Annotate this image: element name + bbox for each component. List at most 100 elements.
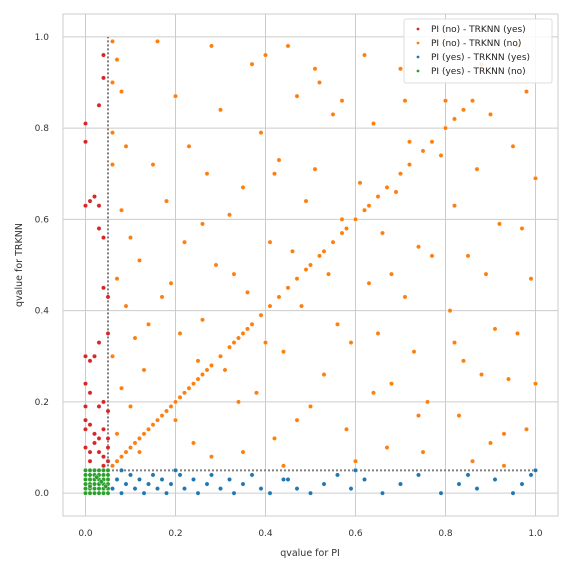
data-point [146,481,151,487]
data-point [92,440,97,446]
data-point [227,344,232,350]
data-point [371,390,376,396]
data-point [501,431,507,437]
data-point [110,130,115,136]
data-point [83,139,88,145]
data-point [101,52,106,58]
data-point [123,481,129,487]
data-point [488,440,493,446]
data-point [294,276,300,282]
data-point [258,312,264,318]
data-point [195,490,201,496]
data-point [168,280,174,286]
data-point [119,467,124,473]
data-point [416,472,421,478]
data-point [249,472,255,478]
data-point [492,477,498,482]
data-point [87,449,93,455]
data-point [317,80,322,85]
data-point [128,472,133,478]
data-point [173,417,178,423]
data-point [510,490,516,496]
data-point [83,472,88,478]
data-point [83,353,88,359]
data-point [218,353,223,359]
legend: PI (no) - TRKNN (yes) PI (no) - TRKNN (n… [403,18,553,84]
data-point [119,89,124,94]
data-point [294,417,300,423]
data-point [218,486,223,492]
data-point [191,477,196,482]
data-point [119,454,124,460]
data-point [276,157,282,163]
data-point [236,335,241,341]
data-point [195,376,201,382]
data-point [141,490,147,496]
data-point [87,467,93,473]
data-point [92,486,97,492]
data-point [123,449,129,455]
data-point [362,52,367,58]
data-point [164,198,169,204]
threshold-lines [107,36,536,472]
y-tick-label: 0.2 [35,398,49,408]
data-point [168,404,174,409]
data-point [105,458,111,464]
data-point [452,116,457,122]
data-point [524,89,529,94]
data-point [438,153,444,158]
data-point [258,486,264,492]
data-point [285,285,291,291]
data-point [276,294,282,300]
data-point [96,486,102,492]
y-tick-label: 0.6 [35,215,50,225]
legend-box [403,18,553,84]
data-point [519,481,525,487]
data-point [231,271,237,277]
data-point [195,358,201,364]
data-point [443,98,448,104]
data-point [94,474,100,480]
data-point [155,417,160,423]
x-tick-label: 0.8 [438,529,453,539]
x-tick-label: 0.2 [168,529,182,539]
data-point [263,52,268,58]
data-point [83,426,88,432]
data-point [357,180,363,186]
data-point [105,490,111,496]
data-point [96,102,102,108]
data-point [110,162,115,168]
data-point [465,253,471,259]
data-point [528,276,534,282]
data-point [281,477,286,482]
data-point [452,340,457,345]
data-point [164,408,169,414]
data-point [87,477,93,482]
data-point [96,404,102,409]
data-point [479,372,484,377]
data-point [326,271,331,277]
data-point [182,239,187,245]
data-point [150,472,156,478]
y-axis-label: qvalue for TRKNN [14,223,25,307]
data-point [231,340,237,345]
data-point [335,321,340,327]
data-point [474,166,480,172]
data-point [524,426,529,432]
data-point [141,367,147,373]
data-point [191,381,196,387]
data-point [150,422,156,428]
data-point [132,486,138,492]
data-point [353,458,358,464]
data-point [96,203,102,209]
data-point [105,472,111,478]
data-point [371,121,376,126]
data-point [103,483,109,489]
data-point [398,171,403,177]
x-tick-label: 0.0 [78,529,93,539]
data-point [96,226,102,231]
data-point [96,449,102,455]
legend-marker-red [416,27,420,31]
data-point [227,212,232,218]
data-point [173,467,178,473]
